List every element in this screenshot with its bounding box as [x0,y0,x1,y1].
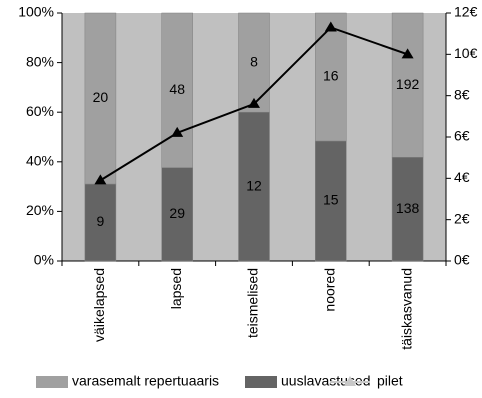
y2-tick-label: 0€ [454,252,470,268]
x-tick-label: täiskasvanud [398,268,414,350]
y2-tick-label: 4€ [454,169,470,185]
bar-segment [161,167,193,262]
legend-label: pilet [377,373,403,389]
data-label: 20 [93,89,109,105]
line-marker [171,126,184,137]
bar-segment [391,157,424,262]
y2-tick-label: 6€ [454,128,470,144]
line-marker [401,48,414,59]
legend-swatch [245,376,277,388]
x-tick-label: lapsed [168,268,184,309]
bar-segment [84,12,117,185]
data-label: 8 [250,53,258,69]
bar-segment [391,12,424,158]
y2-tick-label: 2€ [454,210,470,226]
x-tick-label: väikelapsed [91,268,107,342]
y-tick-label: 80% [26,53,54,69]
legend-marker [344,376,356,386]
y-tick-label: 60% [26,103,54,119]
y-tick-label: 20% [26,202,54,218]
x-tick-label: teismelised [245,268,261,338]
data-label: 16 [323,68,339,84]
bar-segment [161,12,193,168]
bar-segment [238,12,270,113]
legend-label: uuslavastused [281,373,371,389]
data-label: 29 [169,205,185,221]
x-tick-label: noored [322,268,338,312]
legend-swatch [36,376,68,388]
y2-tick-label: 10€ [454,45,478,61]
data-label: 138 [396,200,420,216]
line-marker [248,97,260,108]
data-label: 12 [246,177,262,193]
data-label: 48 [169,81,185,97]
y-tick-label: 0% [34,252,54,268]
bar-segment [315,140,347,262]
line-marker [324,21,337,32]
bar-segment [238,111,270,262]
data-label: 192 [396,76,420,92]
y-tick-label: 100% [18,4,54,20]
y2-tick-label: 8€ [454,86,470,102]
y-tick-label: 40% [26,153,54,169]
data-label: 9 [97,213,105,229]
line-marker [94,174,107,185]
bar-segment [315,12,347,142]
legend-label: varasemalt repertuaaris [72,373,219,389]
y2-tick-label: 12€ [454,4,478,20]
data-label: 15 [323,192,339,208]
